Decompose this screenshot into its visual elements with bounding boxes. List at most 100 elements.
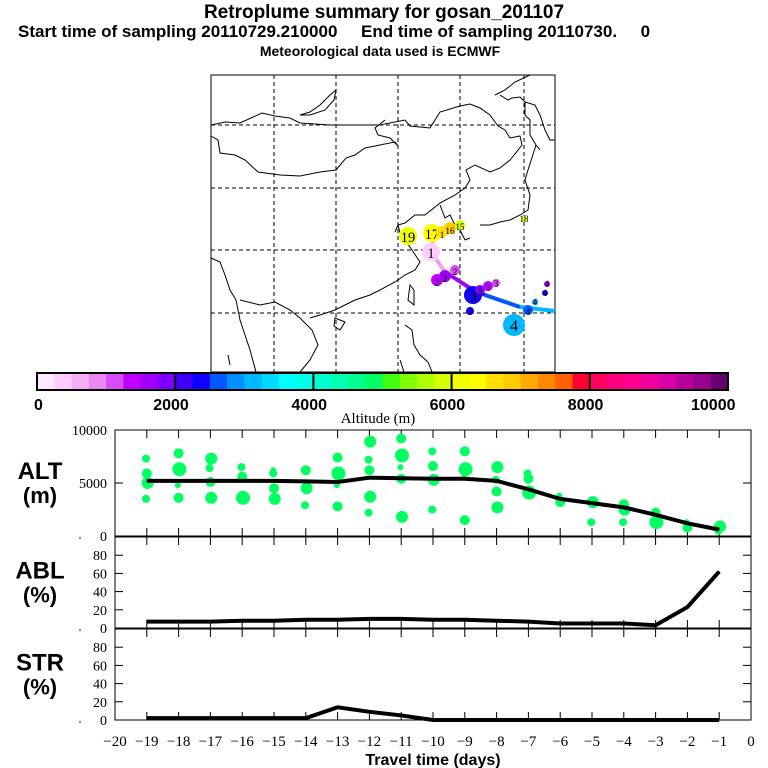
data-point (241, 480, 243, 482)
data-point (464, 619, 466, 621)
data-point (718, 719, 720, 721)
colorbar-swatch (520, 373, 539, 390)
colorbar-tick-label: 2000 (153, 397, 189, 414)
trajectory-bubble (483, 281, 493, 291)
altitude-bubble (428, 447, 437, 456)
data-point (178, 480, 180, 482)
altitude-bubble (587, 518, 596, 527)
colorbar-swatch (261, 373, 280, 390)
y-axis-unit: (%) (23, 583, 57, 608)
data-point (368, 477, 370, 479)
altitude-bubble (523, 473, 534, 484)
trajectory-day-label: 4 (510, 318, 518, 335)
data-point (368, 711, 370, 713)
altitude-bubble (174, 482, 181, 489)
data-point (527, 719, 529, 721)
data-point (273, 620, 275, 622)
altitude-bubble (395, 448, 409, 463)
colorbar-swatch (330, 373, 349, 390)
y-axis-unit: (%) (23, 675, 57, 700)
trajectory-day-label: 15 (456, 222, 466, 232)
series-line-abl (146, 570, 721, 628)
data-point (146, 480, 148, 482)
altitude-bubble (396, 510, 408, 523)
altitude-bubble (205, 464, 214, 473)
altitude-bubble (301, 501, 309, 510)
colorbar-swatch (278, 373, 297, 390)
data-point (655, 514, 657, 516)
x-tick-label: −9 (457, 734, 473, 750)
y-tick-label: 0 (100, 530, 107, 545)
x-tick-label: −7 (520, 734, 536, 750)
data-point (178, 621, 180, 623)
x-tick-label: −8 (489, 734, 505, 750)
data-point (305, 717, 307, 719)
data-point (305, 480, 307, 482)
colorbar-tick-label: 8000 (568, 397, 604, 414)
data-point (591, 719, 593, 721)
data-point (273, 480, 275, 482)
panel-alt: 10000 5000 0 ALT(m) (18, 424, 752, 545)
y-tick-label: 5000 (79, 477, 107, 492)
altitude-bubble (428, 461, 438, 472)
trajectory-bubble (439, 270, 451, 282)
x-tick-label: −13 (326, 734, 349, 750)
altitude-bubble (269, 469, 278, 478)
data-point (209, 621, 211, 623)
trajectory-bubble (542, 290, 548, 296)
trajectory-bubble (544, 281, 550, 287)
trajectory-day-label: 2 (443, 274, 448, 285)
altitude-bubble (364, 435, 377, 448)
data-point (432, 719, 434, 721)
data-point (241, 620, 243, 622)
data-point (623, 622, 625, 624)
colorbar-swatch (572, 373, 591, 390)
data-point (241, 717, 243, 719)
y-tick-label: 60 (93, 567, 107, 582)
time-series-panels: 1000050000ALT(m)806040200ABL(%)806040200… (15, 424, 754, 768)
trajectory-bubble (422, 243, 440, 261)
colorbar-swatch (347, 373, 366, 390)
x-tick-label: −14 (294, 734, 318, 750)
colorbar-swatch (37, 373, 55, 390)
data-point (623, 719, 625, 721)
altitude-bubble (458, 462, 473, 477)
colorbar-swatch (365, 373, 383, 390)
x-tick-label: −1 (711, 734, 727, 750)
y-tick-label: 20 (93, 604, 107, 619)
y-tick-label: 40 (93, 678, 107, 693)
data-point (655, 719, 657, 721)
x-tick-label: −17 (199, 734, 223, 750)
data-point (273, 717, 275, 719)
x-tick-label: −2 (679, 734, 695, 750)
colorbar-swatch (140, 373, 159, 390)
altitude-bubble (141, 468, 152, 479)
colorbar-swatch (417, 373, 435, 390)
colorbar-swatch (192, 373, 211, 390)
data-point (178, 717, 180, 719)
colorbar-swatch (157, 373, 176, 390)
y-tick-label: 40 (93, 586, 107, 601)
x-tick-label: −12 (358, 734, 381, 750)
altitude-bubble (331, 466, 346, 481)
data-point (655, 624, 657, 626)
trajectory-day-label: 1 (440, 230, 445, 241)
trajectory-bubble (450, 265, 460, 275)
panel-str: 80 60 40 20 0 STR(%) (16, 628, 752, 729)
data-point (368, 618, 370, 620)
trajectory-day-label: 2 (435, 278, 440, 289)
colorbar-swatch (710, 373, 729, 390)
data-point (337, 481, 339, 483)
altitude-bubble (619, 518, 627, 527)
colorbar-swatch (313, 373, 332, 390)
colorbar-swatch (175, 373, 193, 390)
colorbar-swatch (106, 373, 124, 390)
colorbar-swatch (244, 373, 263, 390)
y-axis-unit: (m) (23, 483, 57, 508)
trajectory-day-label: 4 (533, 297, 538, 307)
data-point (400, 477, 402, 479)
altitude-bubble (364, 508, 373, 517)
data-point (559, 498, 561, 500)
altitude-bubble (173, 492, 184, 503)
